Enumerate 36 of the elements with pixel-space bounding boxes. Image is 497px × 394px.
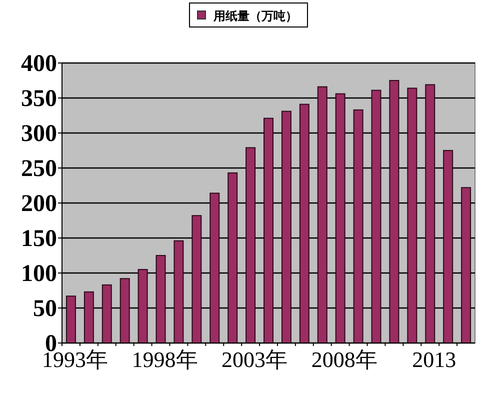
bar <box>371 90 382 344</box>
x-tick-label: 1998年 <box>132 347 198 372</box>
y-tick-label: 400 <box>21 51 57 77</box>
y-tick-label: 250 <box>21 156 57 182</box>
y-tick-label: 50 <box>33 296 57 322</box>
y-tick-label: 300 <box>21 121 57 147</box>
x-tick-label: 2003年 <box>222 347 288 372</box>
bar <box>461 187 472 344</box>
bar <box>138 269 148 344</box>
bar <box>407 88 418 344</box>
bar <box>102 284 112 344</box>
bar <box>299 104 310 344</box>
bar <box>246 147 256 344</box>
bar <box>264 118 274 344</box>
y-tick-label: 350 <box>21 86 57 112</box>
bar <box>120 278 130 344</box>
x-tick-label: 2013 <box>412 347 456 372</box>
bar <box>389 80 400 344</box>
y-tick-label: 100 <box>21 261 57 287</box>
x-tick-label: 2008年 <box>311 347 378 372</box>
bar <box>335 93 346 344</box>
bar <box>192 215 202 344</box>
bar <box>66 296 76 344</box>
bar <box>281 110 292 344</box>
bar <box>443 150 454 344</box>
bar <box>156 255 166 344</box>
bar <box>353 109 364 344</box>
bar <box>210 192 220 344</box>
y-tick-label: 200 <box>21 191 57 217</box>
bar <box>425 84 436 344</box>
bar <box>84 291 94 344</box>
y-tick-label: 150 <box>21 226 57 252</box>
bar <box>317 86 328 344</box>
legend-label: 用纸量（万吨） <box>212 9 298 23</box>
bar <box>174 240 184 344</box>
bar <box>228 172 238 344</box>
